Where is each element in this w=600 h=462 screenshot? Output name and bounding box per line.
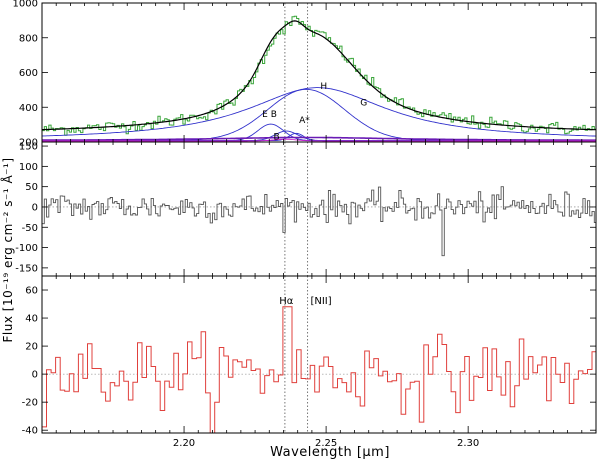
y-axis-label: Flux [10⁻¹⁹ erg cm⁻² s⁻¹ Å⁻¹] (0, 157, 15, 342)
y-tick-label: -40 (22, 426, 38, 437)
y-tick-label: 1000 (13, 0, 38, 10)
series-broad-component (42, 136, 596, 141)
line-label: [NII] (310, 296, 331, 307)
y-tick-label: 60 (25, 286, 38, 297)
y-tick-label: 0 (32, 370, 38, 381)
component-label: B (274, 133, 280, 143)
top-frame (41, 2, 597, 143)
x-tick-label: 2.20 (173, 438, 195, 449)
y-tick-label: 600 (19, 68, 38, 79)
component-label: B (271, 110, 277, 120)
y-tick-label: 50 (25, 182, 38, 193)
component-label: H (320, 82, 327, 92)
x-tick-label: 2.30 (457, 438, 479, 449)
panel-bottom: -40 -20 0 20 40 60 Hα [NII] 2.20 2.25 2.30 (22, 275, 597, 449)
y-tick-label: 800 (19, 33, 38, 44)
component-label: E (262, 110, 268, 120)
series-residual (42, 186, 596, 257)
y-tick-label: 100 (19, 162, 38, 173)
series-data (42, 15, 596, 136)
y-tick-label: -150 (15, 263, 38, 274)
bottom-frame (41, 275, 597, 434)
y-tick-label: -20 (22, 398, 38, 409)
x-tick-label: 2.25 (315, 438, 337, 449)
bottom-plot-area (42, 276, 596, 433)
y-tick-label: 200 (19, 138, 38, 149)
middle-plot-area (42, 142, 596, 276)
top-plot-area (42, 3, 596, 142)
y-tick-label: -100 (15, 243, 38, 254)
y-tick-label: 40 (25, 314, 38, 325)
y-tick-label: 20 (25, 342, 38, 353)
series-component-H (42, 87, 596, 137)
component-label: G (360, 99, 367, 109)
series-component-G (42, 88, 596, 142)
line-label: Hα (279, 296, 294, 307)
y-tick-label: 150 (19, 142, 38, 153)
series-component-b-narrow (42, 138, 596, 142)
y-tick-label: 0 (32, 202, 38, 213)
panel-middle: -150 -100 -50 0 50 100 150 (15, 141, 597, 277)
y-tick-label: 400 (19, 103, 38, 114)
x-axis-label: Wavelength [μm] (270, 445, 390, 460)
series-total-model (42, 20, 596, 131)
y-tick-label: -50 (22, 223, 38, 234)
component-label: A* (299, 116, 310, 126)
series-residual-binned (42, 306, 596, 433)
